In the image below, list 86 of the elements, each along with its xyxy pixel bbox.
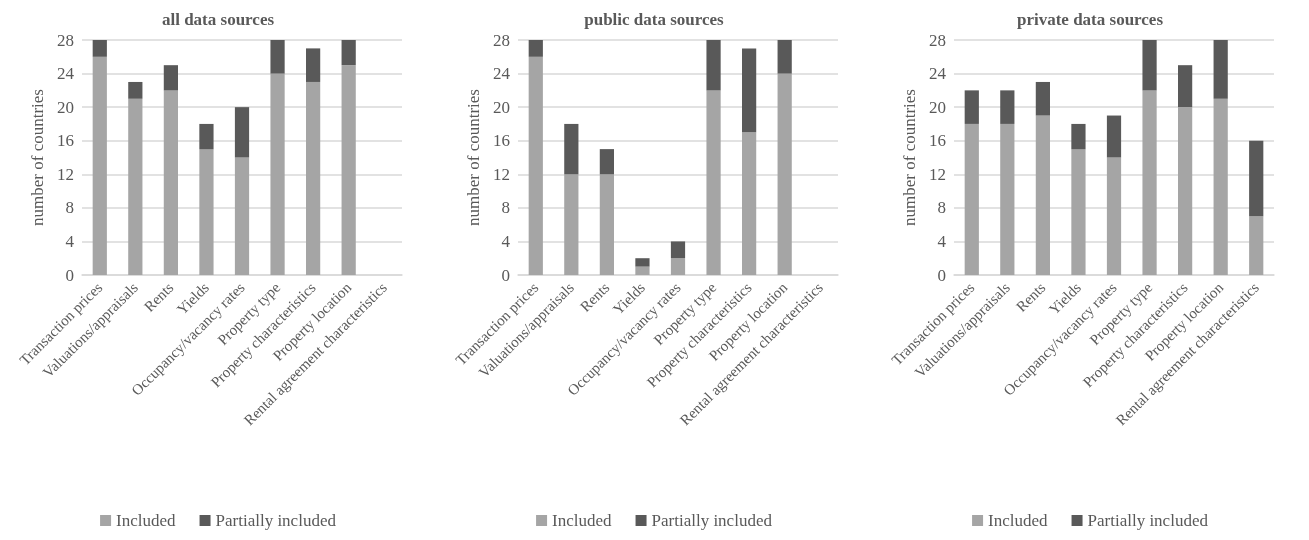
- bar: [341, 65, 356, 275]
- legend-label: Included: [988, 511, 1049, 530]
- bar: [1178, 107, 1193, 275]
- bar: [1213, 98, 1228, 275]
- bar: [306, 81, 321, 275]
- bar: [199, 123, 214, 150]
- y-tick-label: 4: [937, 231, 947, 251]
- bar: [1106, 115, 1122, 158]
- bar: [163, 65, 178, 91]
- y-tick-label: 4: [501, 231, 511, 251]
- bar: [270, 40, 285, 74]
- legend-label: Partially included: [651, 511, 773, 530]
- bar: [1178, 65, 1193, 108]
- bar: [635, 258, 650, 267]
- legend-label: Included: [116, 511, 177, 530]
- bar: [964, 90, 979, 124]
- y-tick-label: 12: [493, 164, 510, 184]
- bar: [1249, 140, 1264, 217]
- bar: [1000, 90, 1015, 124]
- y-tick-label: 20: [929, 97, 946, 117]
- y-tick-label: 8: [501, 198, 510, 218]
- bar: [234, 107, 250, 158]
- bar: [1142, 40, 1157, 91]
- bar: [1213, 40, 1228, 99]
- bar: [1035, 81, 1050, 116]
- bar: [1071, 123, 1086, 150]
- bar: [599, 149, 614, 175]
- legend-label: Partially included: [215, 511, 337, 530]
- y-tick-label: 16: [929, 131, 946, 151]
- y-tick-label: 8: [65, 198, 74, 218]
- y-tick-label: 24: [57, 64, 75, 84]
- bar: [1106, 157, 1122, 275]
- chart-title: all data sources: [161, 10, 275, 29]
- y-axis-title: number of countries: [900, 89, 919, 226]
- y-tick-label: 20: [57, 97, 74, 117]
- y-axis-title: number of countries: [28, 89, 47, 226]
- bar: [964, 123, 979, 275]
- y-tick-label: 16: [493, 131, 510, 151]
- chart-title: private data sources: [1016, 10, 1164, 29]
- bar: [199, 149, 214, 275]
- legend-label: Included: [552, 511, 613, 530]
- bar: [234, 157, 250, 275]
- bar: [635, 266, 650, 275]
- bar: [128, 81, 143, 99]
- bar: [670, 241, 686, 259]
- bar: [1035, 115, 1050, 275]
- y-tick-label: 28: [57, 30, 74, 50]
- y-tick-label: 12: [57, 164, 74, 184]
- y-tick-label: 12: [929, 164, 946, 184]
- bar: [528, 40, 543, 57]
- bar: [92, 40, 107, 57]
- bar: [270, 73, 285, 275]
- bar: [706, 40, 721, 91]
- y-tick-label: 20: [493, 97, 510, 117]
- bar: [163, 90, 178, 275]
- y-tick-label: 16: [57, 131, 74, 151]
- y-tick-label: 8: [937, 198, 946, 218]
- bar: [742, 48, 757, 133]
- y-tick-label: 28: [493, 30, 510, 50]
- bar: [1000, 123, 1015, 275]
- y-tick-label: 0: [65, 265, 74, 285]
- bar: [777, 73, 792, 275]
- bar: [777, 40, 792, 74]
- bar: [306, 48, 321, 82]
- bar: [341, 40, 356, 66]
- bar: [706, 90, 721, 275]
- bar: [1249, 216, 1264, 275]
- bar: [128, 98, 143, 275]
- bar: [599, 174, 614, 275]
- bar: [670, 258, 686, 275]
- y-tick-label: 0: [937, 265, 946, 285]
- y-tick-label: 24: [929, 64, 947, 84]
- bar: [742, 132, 757, 275]
- y-tick-label: 4: [65, 231, 75, 251]
- y-tick-label: 28: [929, 30, 946, 50]
- bar: [564, 174, 579, 275]
- bar: [1142, 90, 1157, 275]
- y-tick-label: 24: [493, 64, 511, 84]
- y-axis-title: number of countries: [464, 89, 483, 226]
- bar: [564, 123, 579, 175]
- bar: [528, 56, 543, 275]
- chart-title: public data sources: [584, 10, 725, 29]
- bar: [92, 56, 107, 275]
- bar: [1071, 149, 1086, 275]
- y-tick-label: 0: [501, 265, 510, 285]
- legend-label: Partially included: [1087, 511, 1209, 530]
